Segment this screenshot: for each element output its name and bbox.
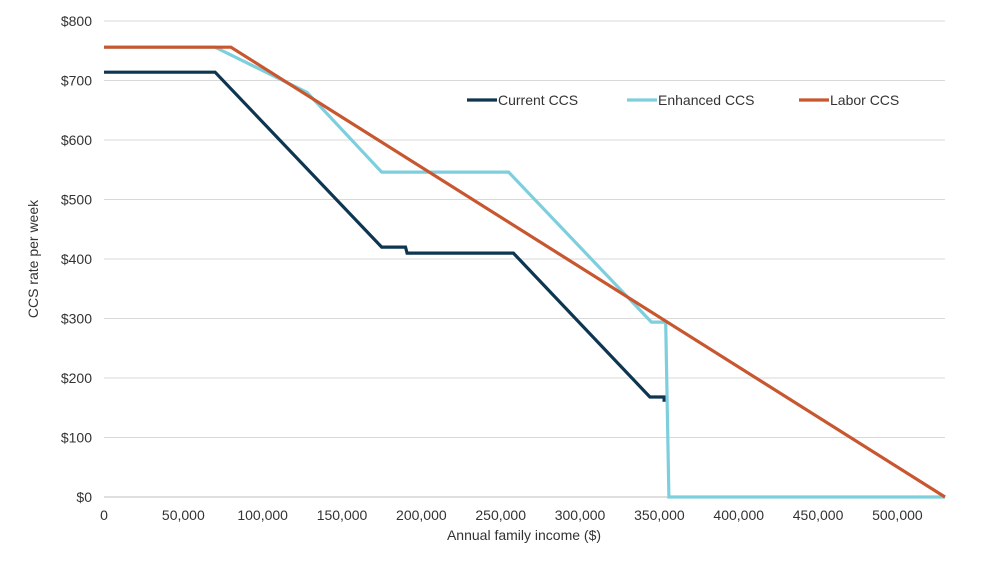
x-tick-label: 350,000 [634, 507, 685, 523]
legend-label: Current CCS [498, 92, 578, 108]
y-tick-label: $100 [61, 430, 92, 446]
series-line-labor-ccs [104, 45, 946, 499]
x-tick-label: 400,000 [713, 507, 764, 523]
x-axis-tick-labels: 0 50,000 100,000 150,000 200,000 250,000 300,0… [100, 507, 923, 523]
x-tick-label: 150,000 [317, 507, 368, 523]
legend-label: Enhanced CCS [658, 92, 755, 108]
x-tick-label: 0 [100, 507, 108, 523]
series-lines [104, 45, 946, 499]
x-tick-label: 450,000 [793, 507, 844, 523]
x-tick-label: 250,000 [475, 507, 526, 523]
x-tick-label: 500,000 [872, 507, 923, 523]
series-line-enhanced-ccs [104, 45, 945, 499]
y-tick-label: $300 [61, 311, 92, 327]
gridlines [104, 20, 945, 498]
y-axis-title: CCS rate per week [25, 199, 41, 318]
x-axis-title: Annual family income ($) [447, 527, 601, 543]
y-tick-label: $600 [61, 132, 92, 148]
y-tick-label: $500 [61, 192, 92, 208]
x-tick-label: 300,000 [555, 507, 606, 523]
legend: Current CCS Enhanced CCS Labor CCS [467, 92, 899, 108]
y-tick-label: $0 [76, 489, 92, 505]
x-tick-label: 50,000 [162, 507, 205, 523]
y-tick-label: $800 [61, 13, 92, 29]
x-tick-label: 100,000 [237, 507, 288, 523]
y-axis-tick-labels: $0 $100 $200 $300 $400 $500 $600 $700 $800 [61, 13, 92, 505]
x-tick-label: 200,000 [396, 507, 447, 523]
y-tick-label: $700 [61, 73, 92, 89]
y-tick-label: $200 [61, 370, 92, 386]
y-tick-label: $400 [61, 251, 92, 267]
legend-label: Labor CCS [830, 92, 899, 108]
series-line-current-ccs [104, 70, 666, 402]
